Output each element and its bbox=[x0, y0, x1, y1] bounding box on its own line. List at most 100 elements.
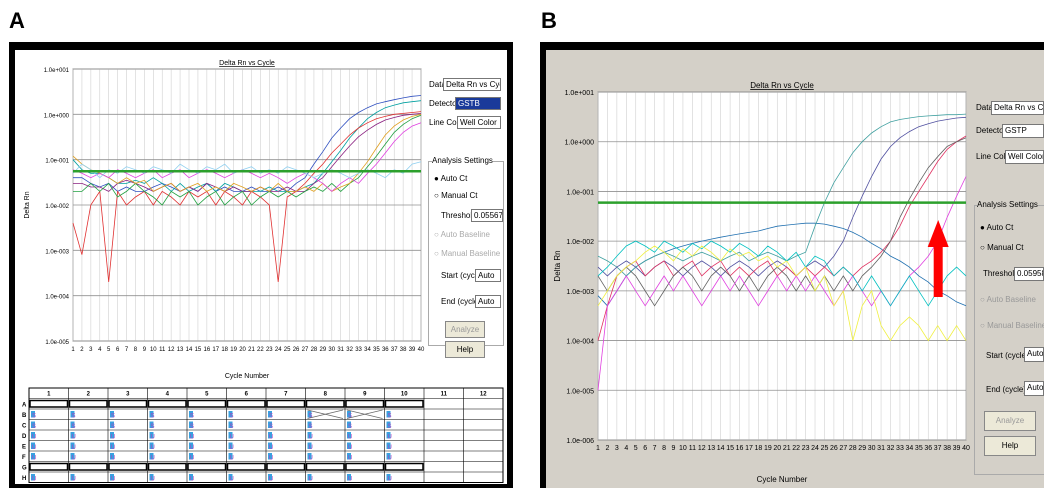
plate-well-letter: S bbox=[269, 414, 273, 420]
plate-well-marker bbox=[228, 453, 233, 460]
plate-well-letter: U bbox=[32, 477, 36, 483]
plate-well-letter: S bbox=[230, 424, 234, 430]
amplification-plot-b: 1 2 3 4 5 6 7 8 9 10 11 12 13 14 15 16 17 18 19 20 21 22 23 24 2… bbox=[553, 81, 970, 484]
plate-well-letter: U bbox=[388, 456, 392, 462]
x-tick-label: 5 bbox=[107, 347, 111, 353]
plate-column-label: 8 bbox=[324, 392, 328, 398]
analyze-button[interactable]: Analyze bbox=[984, 411, 1036, 431]
data-select[interactable]: Delta Rn vs Cycle bbox=[443, 78, 501, 91]
plate-well-letter: S bbox=[111, 424, 115, 430]
analysis-settings-title: Analysis Settings bbox=[432, 156, 493, 165]
series-line-5 bbox=[597, 137, 967, 307]
plate-well-marker bbox=[110, 421, 114, 428]
y-tick-label: 1.0e+000 bbox=[565, 140, 594, 147]
plate-well-marker bbox=[347, 432, 351, 439]
auto-ct-radio[interactable]: ● Auto Ct bbox=[980, 223, 1014, 232]
start-cycle-input[interactable]: Auto bbox=[475, 269, 501, 282]
panel-b-window: 1 2 3 4 5 6 7 8 9 10 11 12 13 14 15 16 17 18 19 20 21 22 23 24 2… bbox=[546, 50, 1044, 488]
y-tick-label: 1.0e-005 bbox=[566, 388, 594, 395]
plate-well-marker bbox=[386, 474, 391, 481]
plate-column-label: 6 bbox=[245, 392, 249, 398]
x-tick-label: 20 bbox=[773, 445, 781, 452]
x-axis-label: Cycle Number bbox=[757, 475, 808, 484]
plate-well-letter: U bbox=[151, 477, 155, 483]
x-axis-label: Cycle Number bbox=[225, 373, 270, 380]
x-tick-label: 31 bbox=[877, 445, 885, 452]
help-button[interactable]: Help bbox=[445, 341, 485, 358]
plate-well-bar bbox=[147, 399, 187, 408]
x-tick-label: 39 bbox=[409, 347, 416, 353]
plate-well-bar bbox=[29, 462, 69, 471]
plate-well-letter: U bbox=[72, 445, 76, 451]
end-cycle-input[interactable]: Auto bbox=[1024, 381, 1044, 396]
x-tick-label: 40 bbox=[962, 445, 970, 452]
plate-well-letter: S bbox=[32, 414, 36, 420]
x-tick-label: 35 bbox=[915, 445, 923, 452]
x-tick-label: 2 bbox=[80, 347, 84, 353]
detector-select[interactable]: GSTB bbox=[455, 97, 501, 110]
manual-baseline-radio: ○ Manual Baseline bbox=[980, 321, 1044, 330]
detector-select[interactable]: GSTP bbox=[1002, 124, 1044, 138]
plate-well-marker bbox=[70, 432, 75, 439]
plate-well-letter: U bbox=[269, 435, 273, 441]
x-tick-label: 16 bbox=[204, 347, 211, 353]
data-select[interactable]: Delta Rn vs Cycle bbox=[991, 101, 1044, 115]
plate-well-letter: U bbox=[348, 435, 352, 441]
y-tick-label: 1.0e-001 bbox=[566, 189, 594, 196]
plate-well-letter: U bbox=[309, 477, 313, 483]
series-line-6 bbox=[72, 113, 422, 192]
plate-well-marker bbox=[70, 421, 75, 428]
plate-well-marker bbox=[31, 442, 35, 449]
x-tick-label: 30 bbox=[868, 445, 876, 452]
plate-well-letter: S bbox=[309, 414, 313, 420]
plate-row-label: C bbox=[22, 424, 27, 430]
x-tick-label: 28 bbox=[311, 347, 318, 353]
plate-well-marker bbox=[110, 432, 114, 439]
manual-ct-radio[interactable]: ○ Manual Ct bbox=[434, 191, 478, 200]
auto-ct-radio[interactable]: ● Auto Ct bbox=[434, 174, 468, 183]
plate-well-marker bbox=[189, 453, 193, 460]
x-tick-label: 8 bbox=[662, 445, 666, 452]
x-tick-label: 17 bbox=[745, 445, 753, 452]
plate-row-label: F bbox=[22, 455, 26, 461]
plate-well-letter: U bbox=[151, 435, 155, 441]
x-tick-label: 3 bbox=[89, 347, 93, 353]
plate-well-marker bbox=[307, 421, 312, 428]
auto-baseline-radio: ○ Auto Baseline bbox=[980, 295, 1036, 304]
x-tick-label: 22 bbox=[792, 445, 800, 452]
plate-well-letter: U bbox=[388, 445, 392, 451]
plate-row-label: A bbox=[22, 403, 27, 409]
help-button[interactable]: Help bbox=[984, 436, 1036, 456]
plate-well-bar bbox=[384, 399, 424, 408]
plate-column-label: 4 bbox=[166, 392, 170, 398]
panel-letter-a: A bbox=[9, 8, 25, 33]
plate-well-letter: U bbox=[230, 445, 234, 451]
x-tick-label: 28 bbox=[849, 445, 857, 452]
start-cycle-input[interactable]: Auto bbox=[1024, 347, 1044, 362]
plate-well-marker bbox=[149, 432, 154, 439]
plate-well-letter: S bbox=[190, 424, 194, 430]
plate-well-marker bbox=[110, 442, 114, 449]
plate-well-marker bbox=[307, 453, 312, 460]
analyze-button[interactable]: Analyze bbox=[445, 321, 485, 338]
plate-well-marker bbox=[31, 411, 35, 418]
x-tick-label: 34 bbox=[364, 347, 371, 353]
plate-well-bar bbox=[226, 462, 266, 471]
x-tick-label: 24 bbox=[275, 347, 282, 353]
plate-well-letter: S bbox=[309, 424, 313, 430]
plate-well-marker bbox=[228, 411, 233, 418]
manual-ct-radio[interactable]: ○ Manual Ct bbox=[980, 243, 1024, 252]
end-cycle-input[interactable]: Auto bbox=[475, 295, 501, 308]
plate-well-letter: U bbox=[309, 456, 313, 462]
manual-ct-label: Manual Ct bbox=[441, 191, 478, 200]
threshold-input[interactable]: 0.0556716 bbox=[471, 209, 503, 222]
plate-well-letter: U bbox=[348, 456, 352, 462]
x-tick-label: 32 bbox=[346, 347, 353, 353]
line-color-select[interactable]: Well Color bbox=[1005, 150, 1044, 164]
plate-well-letter: U bbox=[190, 435, 194, 441]
plate-well-letter: S bbox=[111, 414, 115, 420]
line-color-select[interactable]: Well Color bbox=[457, 116, 501, 129]
x-tick-label: 7 bbox=[653, 445, 657, 452]
threshold-input[interactable]: 0.0595812 bbox=[1014, 267, 1044, 281]
plate-well-marker bbox=[110, 453, 114, 460]
